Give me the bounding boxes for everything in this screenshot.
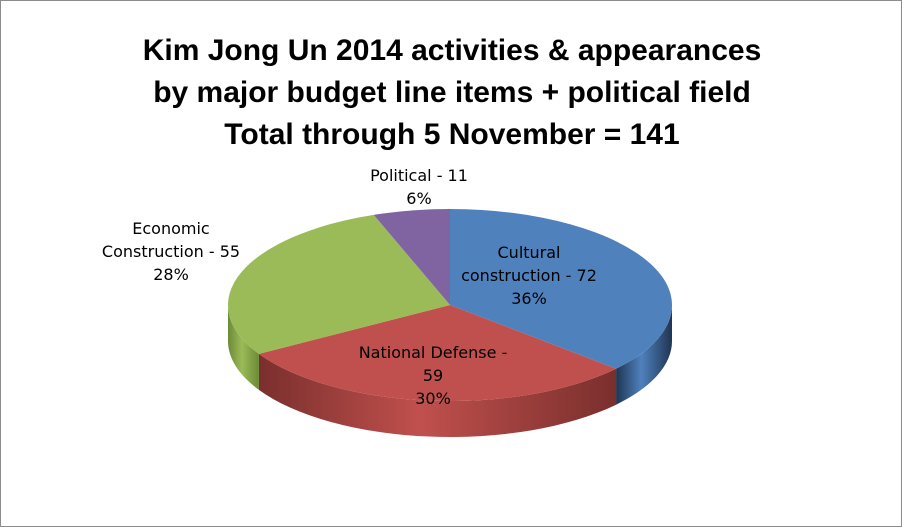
pie-slice-political xyxy=(373,209,450,305)
pie-side-economic-construction xyxy=(227,305,259,390)
chart-title-line-2: by major budget line items + political f… xyxy=(153,76,751,109)
data-label-line: Construction - 55 xyxy=(102,242,240,261)
data-label-line: Economic xyxy=(132,219,209,238)
data-label-line: construction - 72 xyxy=(461,266,597,285)
data-label-line: 6% xyxy=(406,189,431,208)
data-label-line: Political - 11 xyxy=(370,166,468,185)
data-label-line: National Defense - xyxy=(359,343,508,362)
chart-title-line-1: Kim Jong Un 2014 activities & appearance… xyxy=(142,34,762,67)
data-label-economic-construction: Economic Construction - 55 28% xyxy=(102,219,240,284)
data-label-line: 28% xyxy=(153,265,189,284)
data-label-line: 36% xyxy=(511,289,547,308)
pie-side-national-defense xyxy=(258,353,617,437)
data-label-line: 59 xyxy=(423,366,443,385)
pie-slice-economic-construction xyxy=(228,214,450,354)
data-label-line: 30% xyxy=(415,389,451,408)
pie-side-cultural-construction xyxy=(616,305,672,405)
data-label-national-defense: National Defense - 59 30% xyxy=(359,343,508,408)
data-label-political: Political - 11 6% xyxy=(370,166,468,208)
pie-slice-national-defense xyxy=(258,305,617,401)
chart-title-line-3: Total through 5 November = 141 xyxy=(224,118,680,151)
data-label-line: Cultural xyxy=(498,243,561,262)
data-label-cultural-construction: Cultural construction - 72 36% xyxy=(461,243,597,308)
pie-slice-cultural-construction xyxy=(450,209,672,369)
